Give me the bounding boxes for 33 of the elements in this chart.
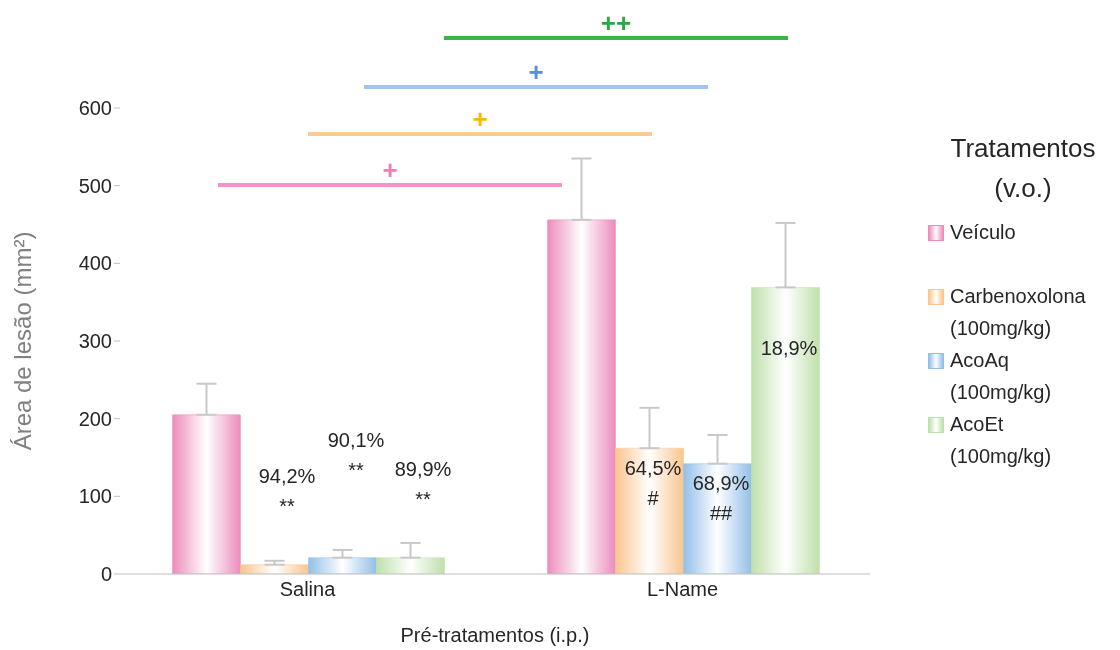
- legend-label: Carbenoxolona (100mg/kg): [950, 284, 1087, 341]
- legend-label: Veículo: [950, 220, 1016, 245]
- y-axis-title: Área de lesão (mm²): [8, 231, 36, 451]
- annotation: 18,9%: [760, 337, 818, 359]
- legend-title: Tratamentos (v.o.): [949, 132, 1097, 205]
- annotation: 89,9% **: [394, 458, 452, 510]
- y-tick-label: 400: [78, 252, 112, 275]
- bar: [683, 463, 752, 574]
- annotation: 94,2% **: [258, 465, 316, 517]
- y-tick-label: 100: [78, 485, 112, 508]
- y-tick-label: 200: [78, 407, 112, 430]
- annotation: +: [472, 104, 488, 134]
- x-tick-label: Salina: [279, 578, 337, 601]
- x-tick-label: L-Name: [646, 578, 719, 601]
- x-axis-title: Pré-tratamentos (i.p.): [400, 624, 590, 646]
- bar: [172, 414, 241, 574]
- y-tick-label: 500: [78, 174, 112, 197]
- legend-label: AcoEt (100mg/kg): [950, 412, 1053, 469]
- bar: [308, 557, 377, 574]
- legend-label: AcoAq (100mg/kg): [950, 348, 1053, 405]
- annotation: 90,1% **: [327, 429, 385, 481]
- bar: [547, 219, 616, 574]
- y-tick-label: 600: [78, 97, 112, 120]
- y-tick-label: 300: [78, 330, 112, 353]
- annotation: 64,5% #: [624, 457, 682, 509]
- y-tick-label: 0: [100, 563, 112, 586]
- text: +: [528, 57, 544, 87]
- annotation: +: [382, 155, 398, 185]
- bar: [751, 287, 820, 574]
- annotation: 68,9% ##: [692, 472, 750, 524]
- bar: [615, 447, 684, 574]
- bar: [376, 557, 445, 574]
- text: ++: [600, 8, 632, 38]
